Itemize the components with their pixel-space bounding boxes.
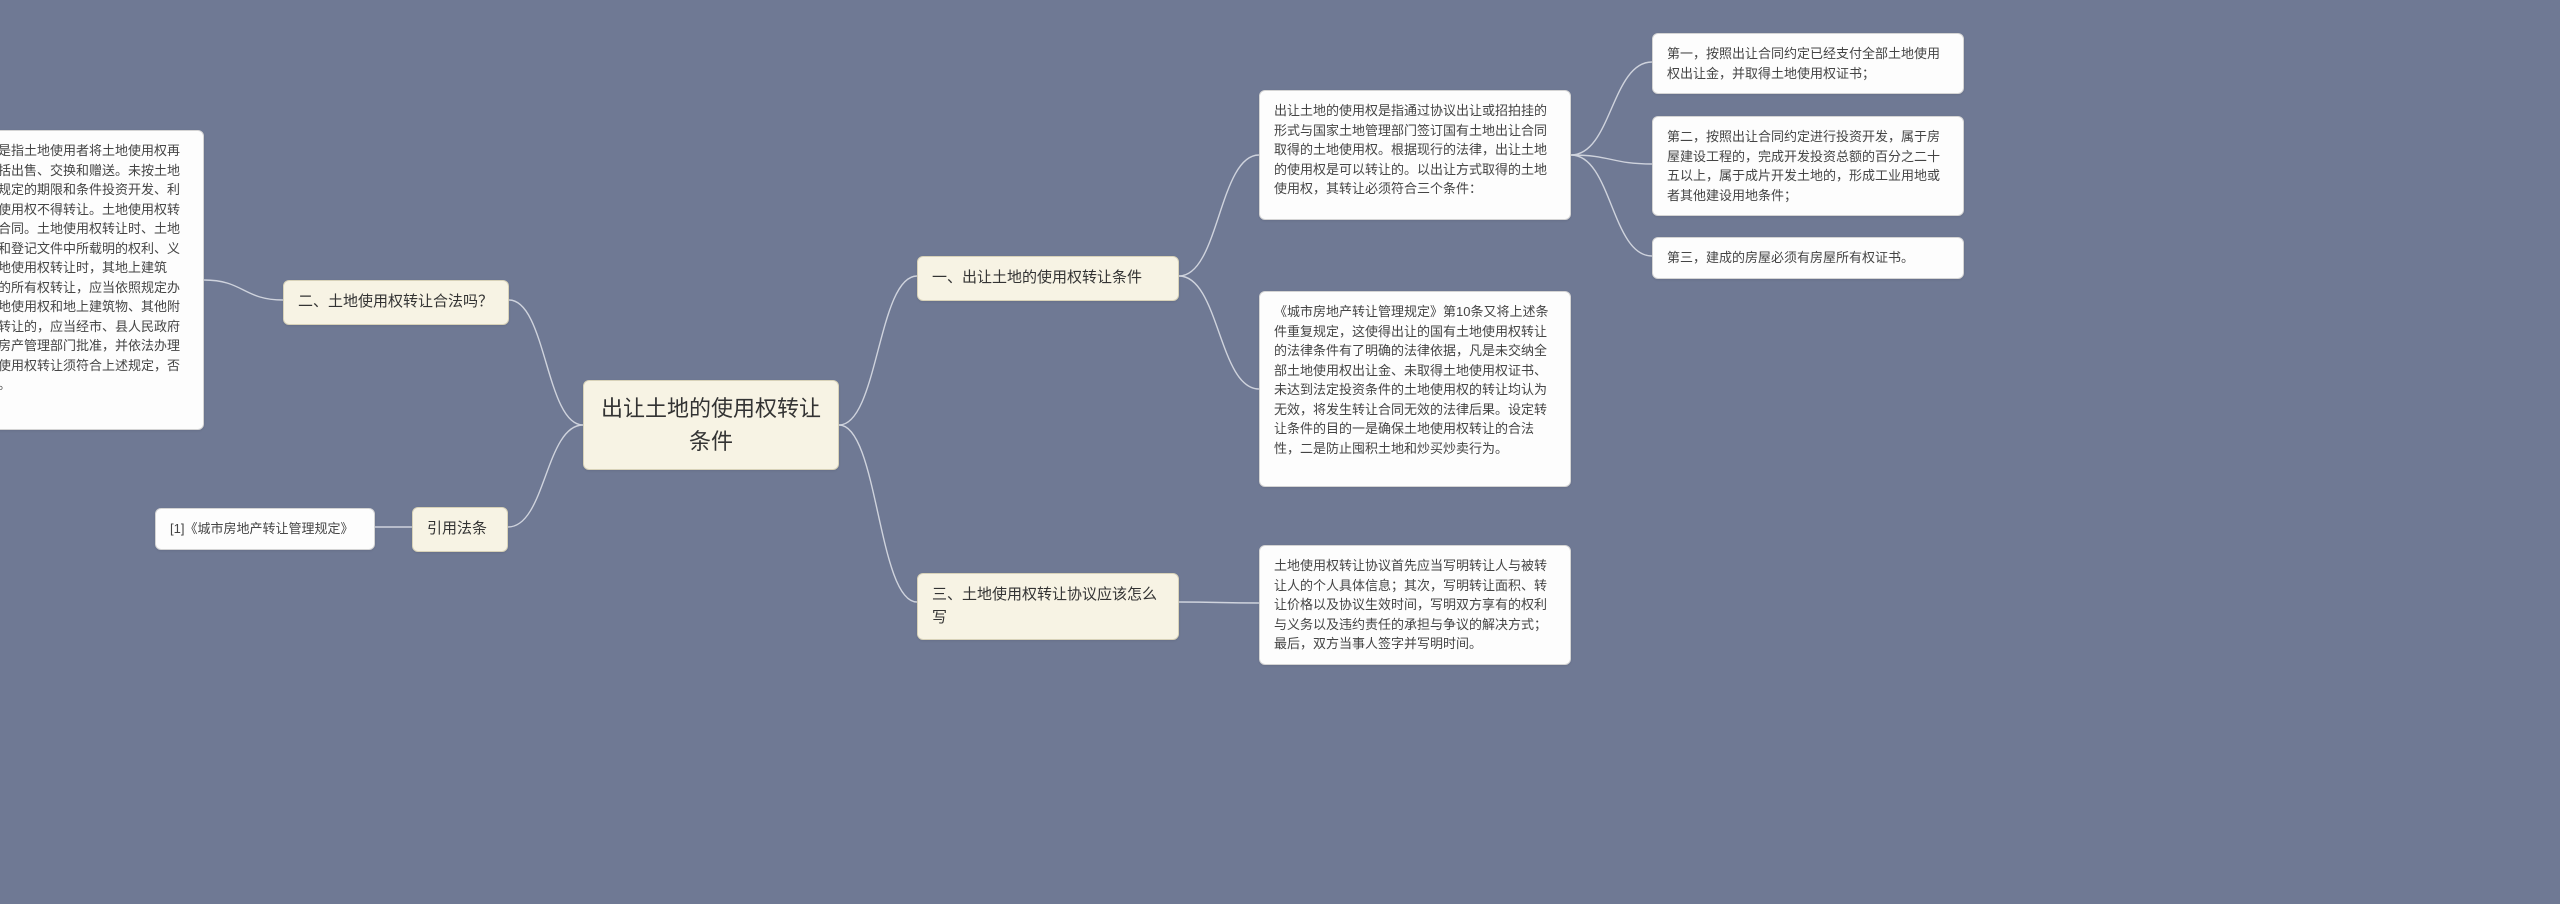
node-text: 土地使用权转让协议首先应当写明转让人与被转让人的个人具体信息；其次，写明转让面积… <box>1274 558 1547 651</box>
node-text: 第三，建成的房屋必须有房屋所有权证书。 <box>1667 250 1914 265</box>
node-b3_desc[interactable]: 土地使用权转让协议首先应当写明转让人与被转让人的个人具体信息；其次，写明转让面积… <box>1259 545 1571 665</box>
node-text: [1]《城市房地产转让管理规定》 <box>170 521 353 536</box>
node-b2_desc[interactable]: 土地使用权转让是指土地使用者将土地使用权再转移的行为，包括出售、交换和赠送。未按… <box>0 130 204 430</box>
node-b1_desc[interactable]: 出让土地的使用权是指通过协议出让或招拍挂的形式与国家土地管理部门签订国有土地出让… <box>1259 90 1571 220</box>
node-b1[interactable]: 一、出让土地的使用权转让条件 <box>917 256 1179 301</box>
node-b2[interactable]: 二、土地使用权转让合法吗？ <box>283 280 509 325</box>
connector <box>1571 62 1652 155</box>
connector <box>839 276 917 425</box>
connector <box>508 425 583 527</box>
node-text: 三、土地使用权转让协议应该怎么写 <box>932 586 1157 626</box>
node-text: 一、出让土地的使用权转让条件 <box>932 269 1142 286</box>
node-text: 出让土地的使用权转让条件 <box>598 392 824 458</box>
connector <box>1179 155 1259 276</box>
connector <box>1179 602 1259 603</box>
node-text: 土地使用权转让是指土地使用者将土地使用权再转移的行为，包括出售、交换和赠送。未按… <box>0 143 180 392</box>
node-root[interactable]: 出让土地的使用权转让条件 <box>583 380 839 470</box>
node-bLaw_ref[interactable]: [1]《城市房地产转让管理规定》 <box>155 508 375 550</box>
mindmap-canvas: 出让土地的使用权转让条件 一、出让土地的使用权转让条件 出让土地的使用权是指通过协议… <box>0 0 2560 904</box>
connector <box>839 425 917 602</box>
node-b3[interactable]: 三、土地使用权转让协议应该怎么写 <box>917 573 1179 640</box>
node-text: 《城市房地产转让管理规定》第10条又将上述条件重复规定，这使得出让的国有土地使用… <box>1274 304 1548 456</box>
connector <box>1571 155 1652 256</box>
node-text: 引用法条 <box>427 520 487 537</box>
node-text: 二、土地使用权转让合法吗？ <box>298 293 493 310</box>
connector <box>1571 155 1652 164</box>
node-b1_c2[interactable]: 第二，按照出让合同约定进行投资开发，属于房屋建设工程的，完成开发投资总额的百分之… <box>1652 116 1964 216</box>
connector <box>1179 276 1259 389</box>
connector <box>204 280 283 300</box>
node-b1_c1[interactable]: 第一，按照出让合同约定已经支付全部土地使用权出让金，并取得土地使用权证书； <box>1652 33 1964 94</box>
connector <box>509 300 583 425</box>
node-text: 出让土地的使用权是指通过协议出让或招拍挂的形式与国家土地管理部门签订国有土地出让… <box>1274 103 1547 196</box>
node-b1_law[interactable]: 《城市房地产转让管理规定》第10条又将上述条件重复规定，这使得出让的国有土地使用… <box>1259 291 1571 487</box>
node-text: 第二，按照出让合同约定进行投资开发，属于房屋建设工程的，完成开发投资总额的百分之… <box>1667 129 1940 203</box>
node-bLaw[interactable]: 引用法条 <box>412 507 508 552</box>
node-text: 第一，按照出让合同约定已经支付全部土地使用权出让金，并取得土地使用权证书； <box>1667 46 1940 81</box>
node-b1_c3[interactable]: 第三，建成的房屋必须有房屋所有权证书。 <box>1652 237 1964 279</box>
